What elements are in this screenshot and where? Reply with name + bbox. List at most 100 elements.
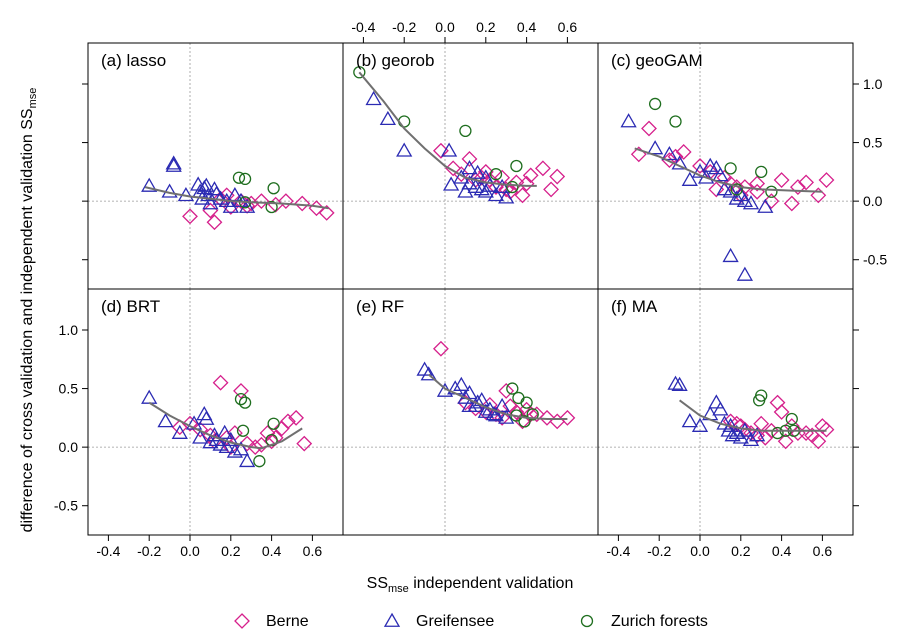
point-greifensee [226, 443, 244, 458]
point-greifensee [453, 376, 470, 391]
point-greifensee [742, 195, 760, 210]
point-greifensee [171, 424, 188, 439]
point-greifensee [708, 160, 725, 175]
point-greifensee [724, 427, 741, 442]
x-tick-label-top: -0.4 [351, 19, 375, 35]
point-berne [769, 394, 786, 411]
point-greifensee [485, 406, 503, 421]
point-zurich-forests [520, 396, 533, 409]
point-greifensee [473, 181, 490, 196]
point-berne [708, 181, 725, 198]
point-berne [263, 433, 280, 450]
y-axis-title-subscript: mse [27, 88, 39, 109]
x-tick-label-top: 0.0 [435, 19, 455, 35]
x-tick-label-bottom: 0.4 [772, 543, 792, 559]
point-greifensee [498, 189, 515, 204]
smooth-line [144, 186, 329, 210]
point-berne [749, 175, 766, 192]
point-berne [318, 204, 335, 221]
point-greifensee [742, 431, 760, 447]
point-berne [559, 409, 576, 426]
point-zurich-forests [267, 417, 280, 430]
point-greifensee [736, 266, 754, 281]
point-berne [280, 413, 296, 430]
point-berne [296, 435, 313, 452]
panel-frame [87, 42, 344, 290]
point-zurich-forests [506, 180, 519, 194]
point-greifensee [196, 179, 213, 195]
point-greifensee [192, 429, 209, 444]
point-berne [233, 193, 249, 210]
point-berne [481, 172, 498, 188]
x-tick-label-bottom: -0.2 [137, 543, 161, 559]
point-greifensee [238, 452, 256, 468]
legend-marker-berne [234, 613, 250, 629]
x-axis-title: SSmse independent validation [367, 575, 574, 595]
point-berne [445, 160, 462, 177]
point-greifensee [218, 438, 235, 454]
point-berne [259, 425, 276, 442]
point-berne [790, 425, 806, 442]
y-tick-label-left: 0.0 [59, 439, 79, 455]
point-zurich-forests [730, 183, 743, 196]
panel-title: (b) georob [356, 51, 434, 70]
point-zurich-forests [526, 408, 539, 421]
smooth-line [358, 71, 537, 187]
point-berne [247, 439, 264, 456]
point-berne [773, 404, 790, 420]
point-greifensee [461, 160, 478, 175]
point-zurich-forests [771, 426, 784, 440]
x-tick-label-bottom: 0.6 [813, 543, 833, 559]
point-berne [498, 382, 515, 399]
point-greifensee [667, 375, 684, 390]
point-greifensee [691, 417, 709, 432]
point-greifensee [671, 155, 688, 170]
point-berne [522, 167, 539, 184]
y-tick-label-right: 0.0 [863, 193, 883, 209]
point-zurich-forests [265, 200, 278, 214]
point-greifensee [748, 427, 766, 442]
panel-plot-area [88, 43, 343, 289]
point-zurich-forests [785, 412, 798, 426]
point-greifensee [420, 366, 437, 381]
point-zurich-forests [512, 391, 525, 405]
point-berne [508, 174, 525, 191]
y-tick-label-left: 0.5 [59, 381, 79, 397]
point-berne [461, 151, 478, 167]
point-greifensee [461, 175, 478, 190]
point-berne [810, 433, 827, 450]
point-berne [763, 193, 780, 210]
point-greifensee [712, 167, 729, 182]
x-tick-label-bottom: 0.2 [221, 543, 241, 559]
point-zurich-forests [506, 382, 519, 395]
point-greifensee [493, 178, 511, 193]
point-greifensee [141, 389, 158, 404]
point-berne [514, 187, 531, 204]
point-berne [294, 195, 311, 212]
point-berne [473, 169, 490, 186]
point-berne [549, 168, 566, 185]
point-greifensee [708, 394, 725, 409]
point-zurich-forests [253, 455, 266, 468]
point-greifensee [661, 145, 678, 161]
y-tick-label-right: 1.0 [863, 76, 883, 92]
x-tick-label-bottom: 0.6 [303, 543, 323, 559]
y-axis-title-main: difference of cross validation and indep… [19, 108, 36, 532]
legend-label-greifensee: Greifensee [416, 613, 494, 630]
y-axis-title: difference of cross validation and indep… [19, 88, 39, 533]
point-berne [777, 433, 794, 450]
panel-frame [597, 288, 854, 536]
point-zurich-forests [765, 185, 778, 198]
panel-title: (d) BRT [101, 297, 160, 316]
point-berne [798, 425, 814, 442]
point-greifensee [681, 171, 698, 186]
point-zurich-forests [755, 165, 768, 179]
panel-frame [87, 288, 344, 536]
point-berne [253, 193, 270, 210]
legend: Berne Greifensee Zurich forests [234, 612, 708, 630]
x-tick-label-bottom: -0.4 [606, 543, 630, 559]
point-greifensee [722, 247, 739, 263]
point-greifensee [396, 142, 413, 157]
panel-title: (f) MA [611, 297, 658, 316]
point-zurich-forests [267, 182, 280, 195]
